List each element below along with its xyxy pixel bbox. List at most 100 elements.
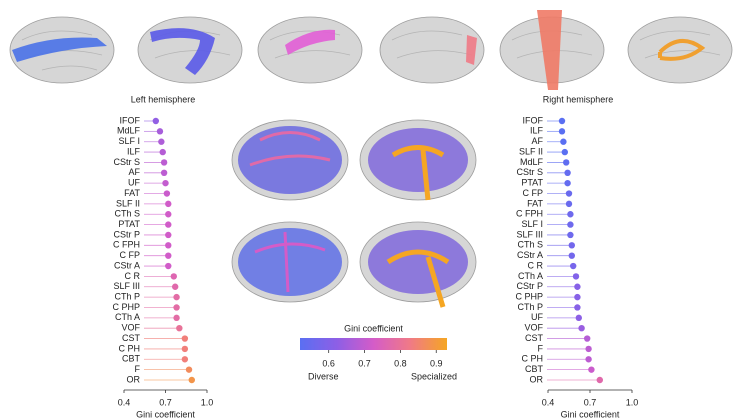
panel-title: Left hemisphere	[131, 94, 196, 104]
dot	[160, 159, 168, 166]
x-tick-label: 0.4	[542, 397, 555, 407]
category-label: CTh P	[114, 291, 140, 301]
brain-row	[9, 10, 733, 90]
dot	[159, 148, 166, 156]
dot	[574, 283, 581, 290]
dot	[565, 190, 573, 197]
dot	[574, 304, 581, 311]
dot	[575, 314, 582, 322]
category-label: SLF I	[118, 136, 140, 146]
dot	[165, 262, 172, 270]
category-label: PTAT	[521, 178, 543, 188]
dot	[173, 314, 180, 322]
dot	[163, 190, 171, 197]
x-tick-label: 1.0	[201, 397, 214, 407]
dot	[165, 231, 172, 239]
dot	[176, 325, 183, 332]
category-label: AF	[531, 136, 543, 146]
dot	[568, 242, 575, 249]
dot	[160, 169, 168, 176]
x-tick-label: 0.4	[118, 397, 131, 407]
dot	[185, 366, 193, 373]
dot	[563, 159, 570, 166]
colorbar-tick-label: 0.7	[358, 358, 371, 368]
category-label: OR	[530, 374, 544, 384]
category-label: PTAT	[118, 219, 140, 229]
dot	[574, 293, 581, 301]
dot	[558, 117, 566, 125]
dot	[162, 179, 169, 187]
dot	[588, 366, 595, 373]
x-tick-label: 0.7	[584, 397, 597, 407]
dot	[567, 231, 574, 239]
dot	[564, 169, 571, 176]
category-label: C PHP	[112, 302, 140, 312]
dot	[568, 252, 575, 259]
x-axis-label: Gini coefficient	[136, 409, 195, 419]
colorbar-tick-label: 0.6	[322, 358, 335, 368]
category-label: C FP	[522, 188, 543, 198]
dot	[165, 221, 172, 228]
category-label: C FPH	[516, 209, 543, 219]
category-label: MdLF	[117, 126, 141, 136]
category-label: CTh P	[517, 302, 543, 312]
dot	[578, 325, 585, 332]
colorbar-high-label: Specialized	[411, 371, 457, 381]
dot	[567, 221, 574, 228]
category-label: VOF	[524, 323, 543, 333]
colorbar-tick-label: 0.8	[394, 358, 407, 368]
dot	[181, 335, 189, 342]
dot	[572, 273, 580, 280]
x-tick-label: 1.0	[626, 397, 639, 407]
category-label: CStr A	[517, 250, 543, 260]
x-axis-label: Gini coefficient	[561, 409, 620, 419]
category-label: C PH	[118, 343, 140, 353]
colorbar-low-label: Diverse	[308, 371, 339, 381]
category-label: MdLF	[520, 157, 544, 167]
category-label: C PHP	[515, 291, 543, 301]
category-label: SLF II	[519, 146, 543, 156]
dot	[565, 200, 573, 208]
colorbar-tick-label: 0.9	[430, 358, 443, 368]
dot	[165, 242, 172, 249]
category-label: CStr A	[114, 260, 140, 270]
category-label: CStr S	[113, 157, 140, 167]
category-label: VOF	[121, 323, 140, 333]
category-label: C FP	[119, 250, 140, 260]
category-label: OR	[127, 374, 141, 384]
dot	[585, 356, 592, 363]
panel-title: Right hemisphere	[543, 94, 614, 104]
category-label: C PH	[521, 354, 543, 364]
category-label: CST	[525, 333, 544, 343]
category-label: F	[538, 343, 544, 353]
dot	[585, 345, 592, 353]
category-label: ILF	[127, 146, 141, 156]
dot	[171, 283, 179, 290]
dot	[596, 376, 603, 384]
dot	[165, 200, 172, 208]
category-label: FAT	[124, 188, 140, 198]
dot	[584, 335, 591, 342]
category-label: UF	[531, 312, 543, 322]
dot	[165, 252, 172, 259]
dot	[188, 376, 195, 384]
category-label: IFOF	[523, 115, 544, 125]
category-label: C R	[125, 271, 141, 281]
category-label: CST	[122, 333, 141, 343]
category-label: CTh A	[115, 312, 140, 322]
category-label: CBT	[122, 354, 141, 364]
colorbar-title: Gini coefficient	[344, 323, 403, 333]
category-label: CBT	[525, 364, 544, 374]
category-label: UF	[128, 178, 140, 188]
category-label: AF	[128, 167, 140, 177]
dot	[561, 148, 568, 156]
dot	[558, 128, 566, 135]
category-label: ILF	[530, 126, 544, 136]
dot	[173, 304, 180, 311]
category-label: C R	[528, 260, 544, 270]
category-label: SLF I	[521, 219, 543, 229]
category-label: CStr P	[516, 281, 543, 291]
dot	[570, 262, 577, 270]
colorbar	[300, 338, 447, 350]
